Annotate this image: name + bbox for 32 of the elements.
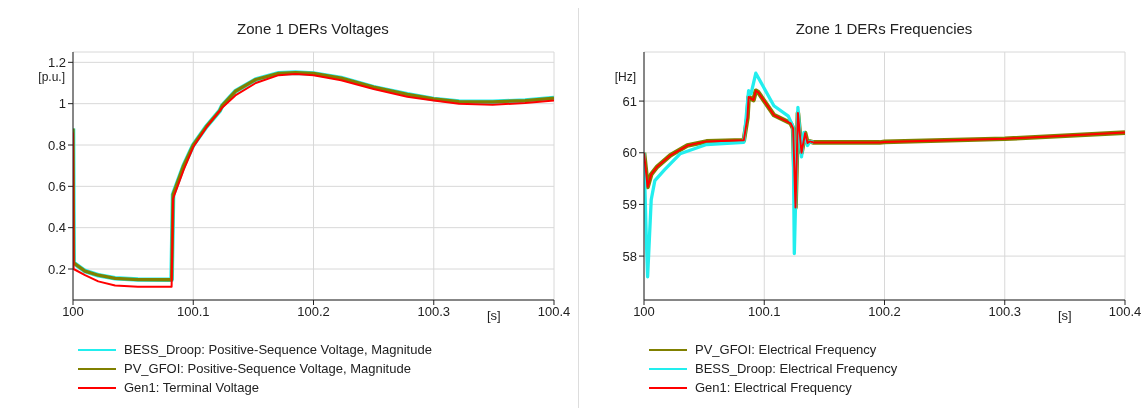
y-tick-label: 60 [622,145,637,161]
chart-title: Zone 1 DERs Frequencies [794,19,974,39]
y-tick-label: 0.4 [47,220,66,236]
chart-title: Zone 1 DERs Voltages [236,19,390,39]
x-axis-title: [s] [487,308,501,323]
legend-label: PV_GFOI: Electrical Frequency [695,341,877,359]
x-tick-label: 100 [633,304,655,320]
x-tick-label: 100.1 [176,304,210,320]
legend-label: BESS_Droop: Electrical Frequency [695,360,898,378]
y-tick-label: 59 [622,197,637,213]
y-tick-label: 61 [622,93,637,109]
x-tick-label: 100.4 [537,304,571,320]
y-tick-label: 1.2 [47,54,66,70]
y-tick-label: 1 [58,96,66,112]
x-tick-label: 100.2 [297,304,330,320]
x-tick-label: 100.4 [1108,304,1142,320]
y-axis-title: [Hz] [614,69,636,84]
y-tick-label: 0.8 [47,137,66,153]
y-tick-label: 0.6 [47,178,66,194]
x-tick-label: 100.2 [868,304,901,320]
legend-label: Gen1: Electrical Frequency [695,379,852,397]
x-tick-label: 100.1 [747,304,781,320]
legend-label: BESS_Droop: Positive-Sequence Voltage, Magnitude [124,341,432,359]
x-tick-label: 100.3 [417,304,451,320]
legend-label: PV_GFOI: Positive-Sequence Voltage, Magnitude [124,360,411,378]
x-tick-label: 100.3 [988,304,1022,320]
x-axis-title: [s] [1058,308,1072,323]
y-tick-label: 0.2 [47,261,66,277]
x-tick-label: 100 [62,304,84,320]
y-axis-title: [p.u.] [38,69,65,84]
legend-label: Gen1: Terminal Voltage [124,379,259,397]
y-tick-label: 58 [622,248,637,264]
